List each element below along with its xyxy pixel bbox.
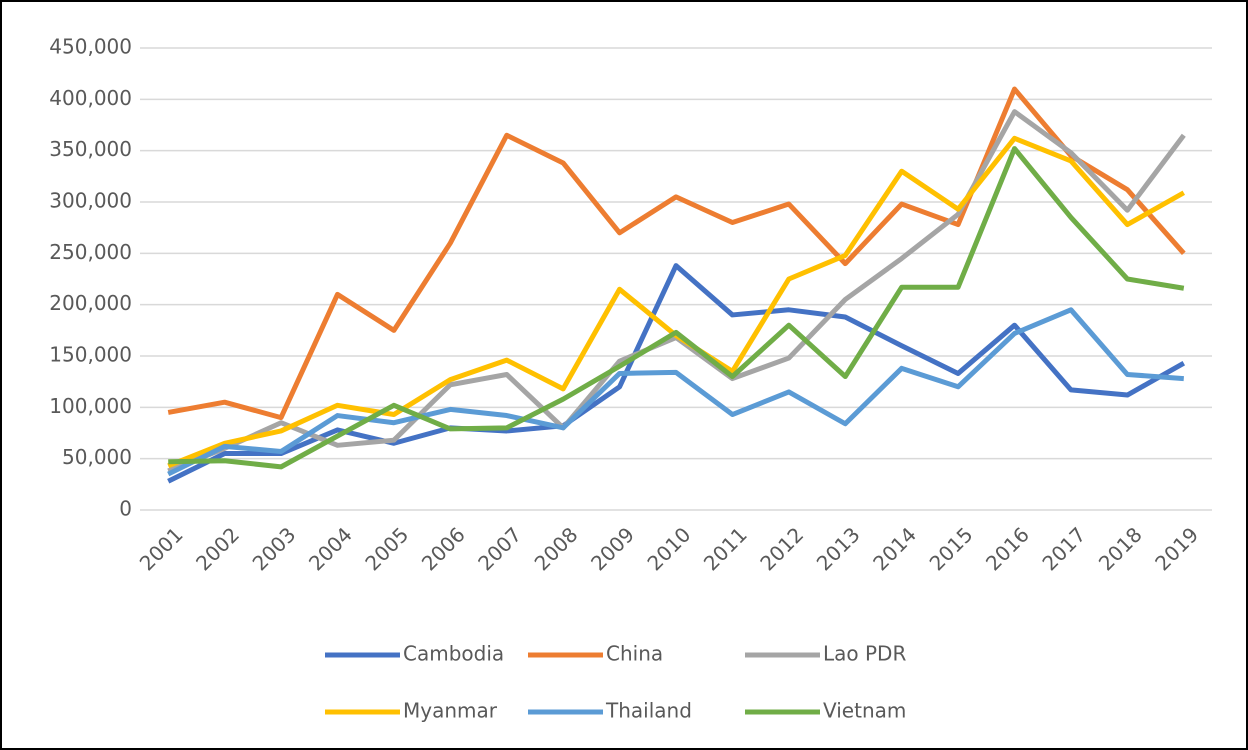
y-tick-label: 450,000 — [49, 35, 132, 59]
legend-label: Myanmar — [403, 699, 498, 723]
y-tick-label: 400,000 — [49, 86, 132, 110]
series-line — [168, 146, 1185, 470]
legend-label: Thailand — [605, 699, 692, 723]
y-tick-label: 200,000 — [49, 291, 132, 315]
y-tick-label: 100,000 — [49, 394, 132, 418]
y-tick-label: 300,000 — [49, 189, 132, 213]
series-line — [167, 263, 1186, 484]
legend-label: China — [606, 642, 663, 666]
y-tick-label: 150,000 — [49, 343, 132, 367]
y-tick-label: 0 — [119, 497, 132, 521]
series-line — [167, 307, 1184, 477]
y-tick-label: 50,000 — [62, 445, 132, 469]
y-tick-label: 250,000 — [49, 240, 132, 264]
legend-label: Cambodia — [403, 642, 504, 666]
y-tick-label: 350,000 — [49, 137, 132, 161]
legend-label: Vietnam — [823, 699, 906, 723]
series-line — [167, 86, 1186, 421]
legend-label: Lao PDR — [823, 642, 906, 666]
